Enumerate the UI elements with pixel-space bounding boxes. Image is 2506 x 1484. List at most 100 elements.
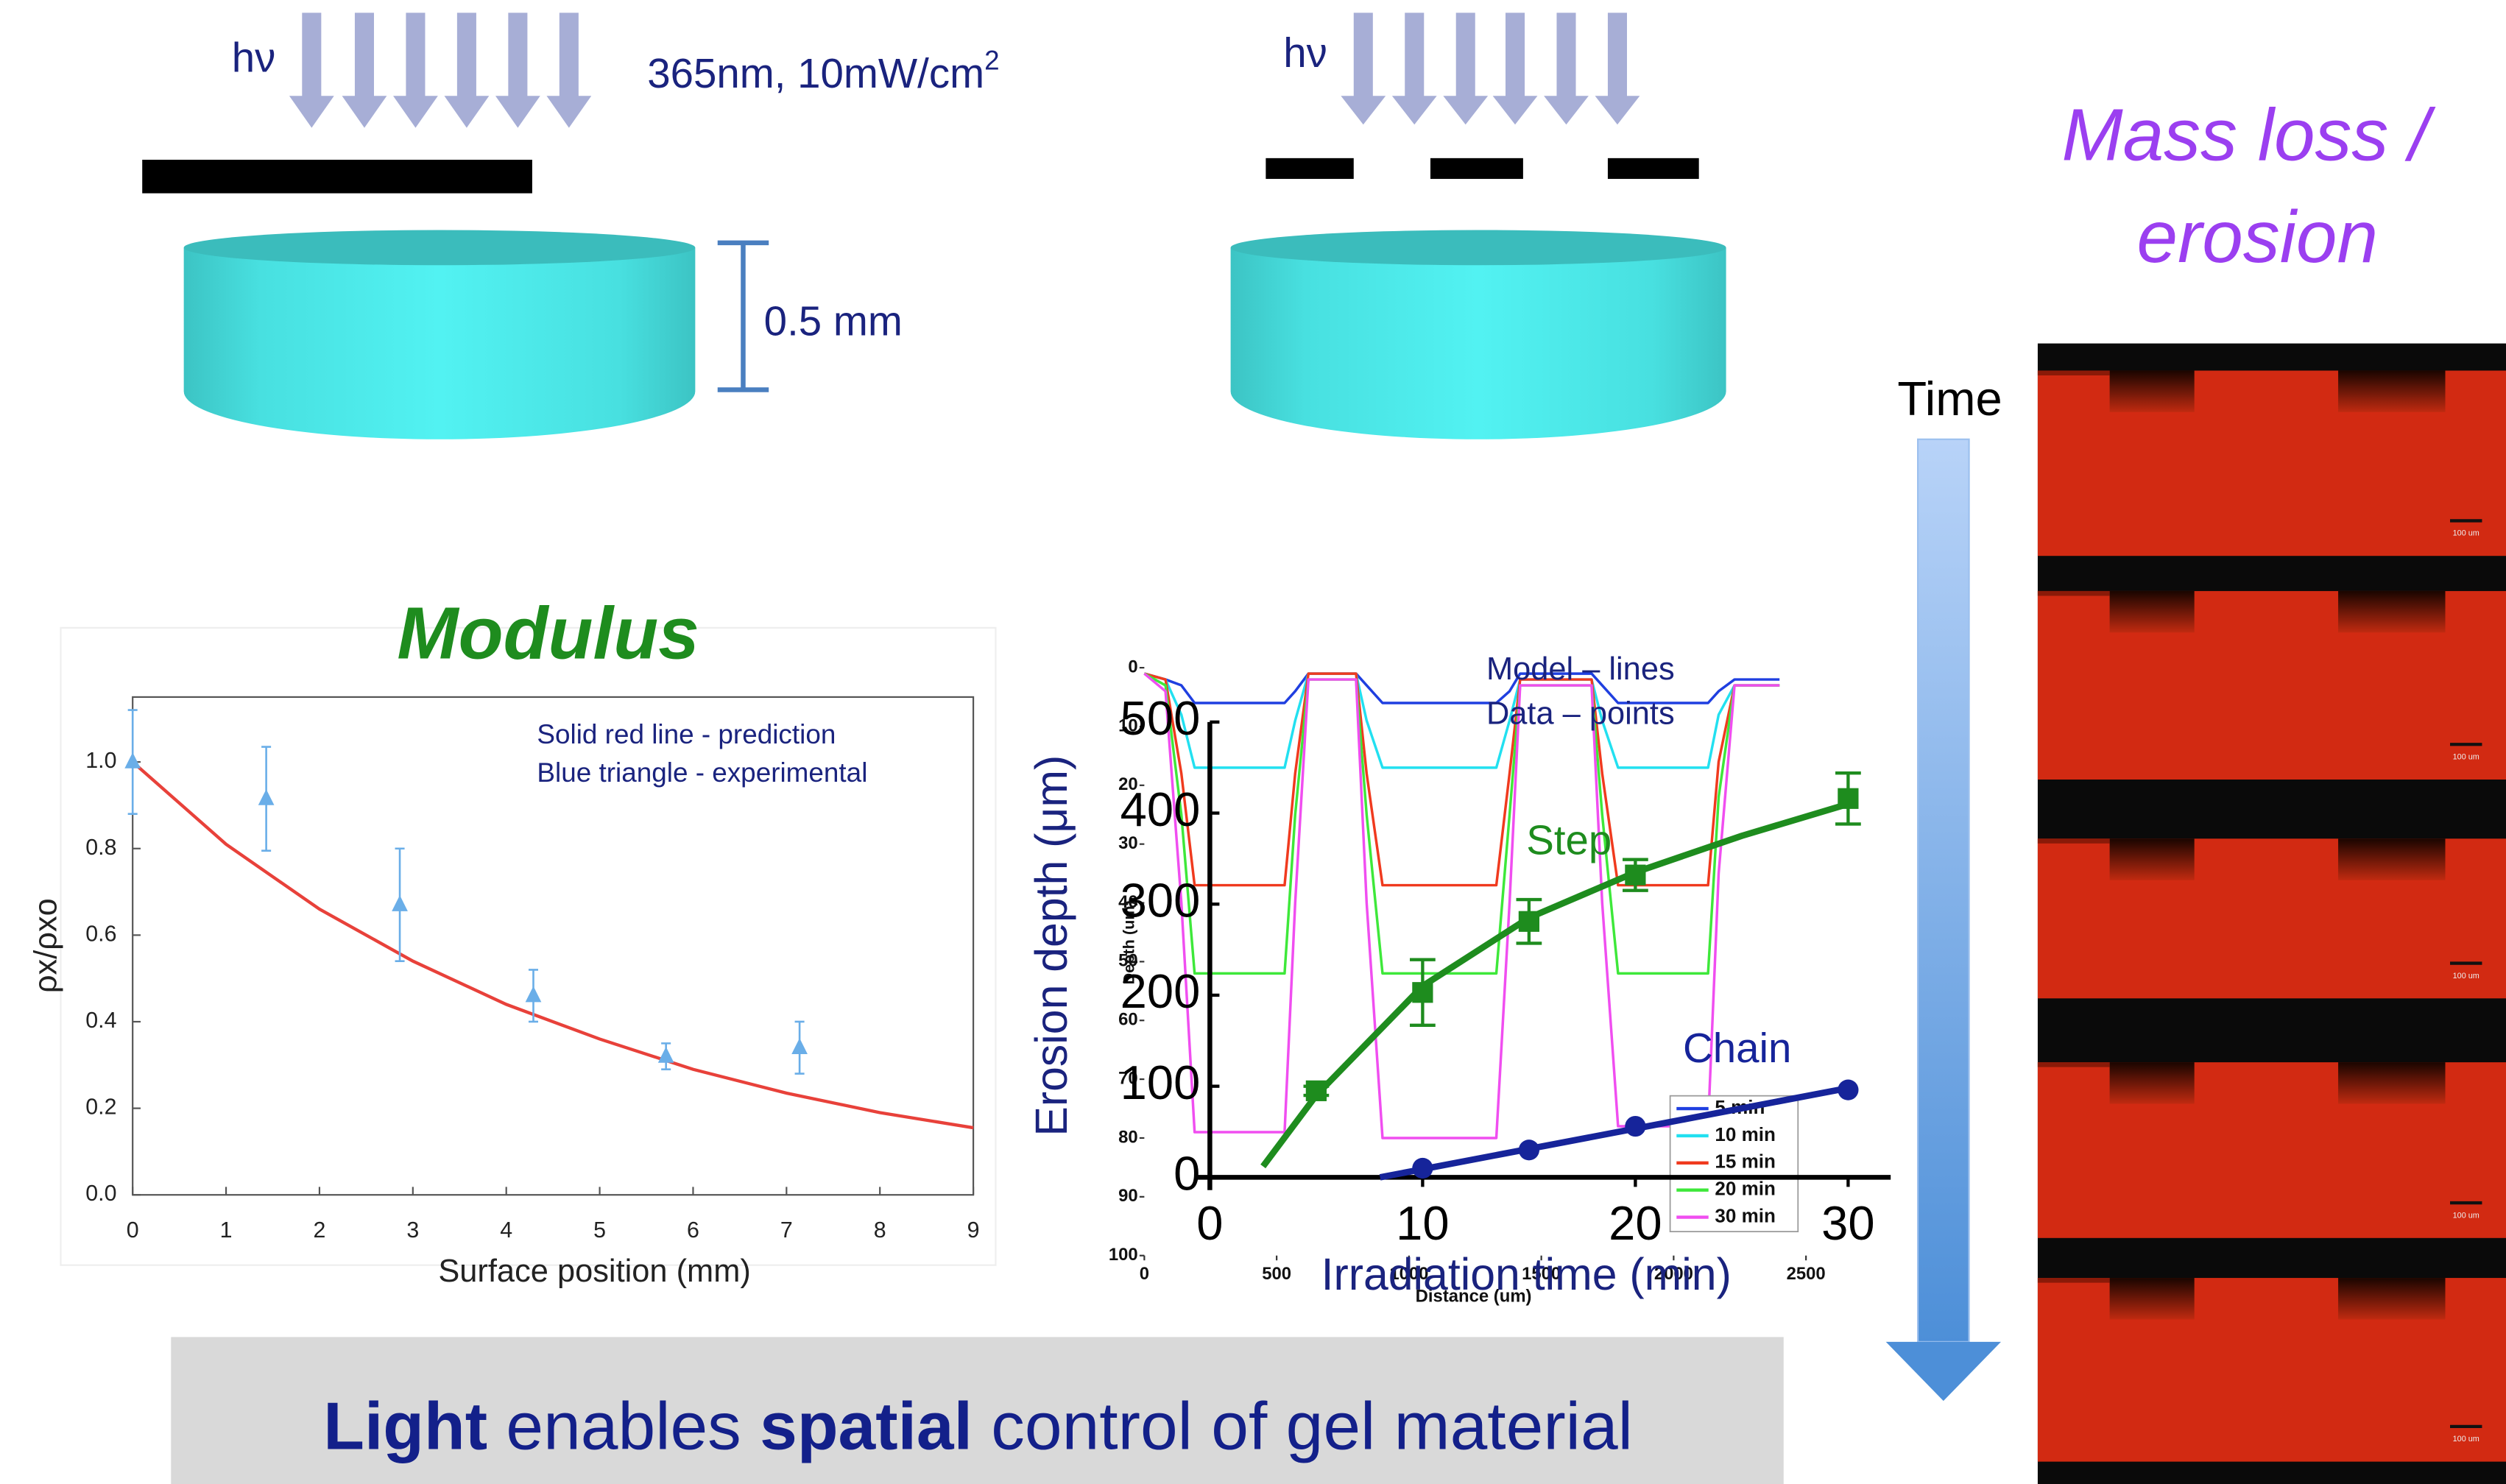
series-label: Step xyxy=(1526,817,1612,863)
x-tick-label: 10 xyxy=(1396,1196,1449,1250)
depth-profile xyxy=(1144,674,1779,768)
legend-label: 10 min xyxy=(1715,1123,1775,1145)
x-tick-label: 3 xyxy=(406,1218,419,1243)
micrograph-notch xyxy=(2110,1062,2195,1103)
y-tick-label: 0.0 xyxy=(85,1181,116,1206)
light-arrows-left xyxy=(289,13,591,127)
data-point xyxy=(1625,1116,1645,1137)
banner-run: Light xyxy=(323,1388,487,1463)
slide: hν 365nm, 10mW/cm2 0.5 mm hν Mass loss /… xyxy=(0,0,2506,1484)
light-label: hν xyxy=(1283,29,1327,76)
series-label: Chain xyxy=(1683,1025,1791,1071)
annotation: Model – lines xyxy=(1486,651,1675,687)
x-tick-label: 0 xyxy=(127,1218,139,1243)
annotation: Solid red line - prediction xyxy=(537,719,836,749)
data-point xyxy=(1412,1158,1433,1179)
micrograph-notch xyxy=(2338,1062,2445,1103)
wavelength-note: 365nm, 10mW/cm2 xyxy=(647,45,999,96)
data-point xyxy=(1306,1081,1327,1101)
erosion-micrographs: 100 um 100 um 100 um 100 um 100 um xyxy=(2038,344,2506,1484)
scale-bar-label: 100 um xyxy=(2453,1211,2479,1220)
data-point xyxy=(1519,1140,1539,1160)
data-point xyxy=(1625,865,1645,886)
micrograph-top xyxy=(2038,1062,2110,1067)
y-tick-label: 500 xyxy=(1120,691,1201,745)
y-axis-label: ρx/ρxo xyxy=(29,898,64,993)
x-tick-label: 7 xyxy=(780,1218,793,1243)
micrograph-notch xyxy=(2338,370,2445,411)
wavelength-text: 365nm, 10mW/cm xyxy=(647,50,984,96)
gel-disc-right xyxy=(1231,230,1726,439)
legend-label: 30 min xyxy=(1715,1204,1775,1226)
x-tick-label: 9 xyxy=(967,1218,980,1243)
y-axis-label: Erosion depth (μm) xyxy=(1026,755,1076,1137)
x-tick-label: 4 xyxy=(500,1218,512,1243)
y-tick-label: 0.8 xyxy=(85,835,116,860)
y-tick-label: 90 xyxy=(1118,1186,1138,1206)
y-tick-label: 80 xyxy=(1118,1127,1138,1147)
micrograph-notch xyxy=(2110,838,2195,880)
scale-bar-label: 100 um xyxy=(2453,529,2479,538)
micrograph-top xyxy=(2038,1278,2110,1283)
thickness-label: 0.5 mm xyxy=(764,297,903,344)
mass-loss-title: erosion xyxy=(2137,197,2378,278)
thickness-bar xyxy=(718,243,769,390)
y-tick-label: 0.2 xyxy=(85,1095,116,1120)
mass-loss-title: Mass loss / xyxy=(2061,94,2436,176)
wavelength-sup: 2 xyxy=(984,45,1000,75)
y-tick-label: 0 xyxy=(1128,657,1137,676)
depth-profile xyxy=(1144,674,1779,703)
time-label: Time xyxy=(1897,372,2002,425)
x-tick-label: 30 xyxy=(1821,1196,1874,1250)
annotation: Blue triangle - experimental xyxy=(537,757,867,788)
micrograph-top xyxy=(2038,591,2110,596)
banner-run: enables xyxy=(487,1388,760,1463)
legend-label: 20 min xyxy=(1715,1178,1775,1200)
x-tick-label: 8 xyxy=(874,1218,886,1243)
photomask xyxy=(142,160,532,194)
banner-run: control of gel material xyxy=(973,1388,1633,1463)
x-tick-label: 500 xyxy=(1262,1264,1291,1284)
annotation: Data – points xyxy=(1486,696,1675,732)
scale-bar-label: 100 um xyxy=(2453,1435,2479,1444)
x-tick-label: 20 xyxy=(1609,1196,1662,1250)
x-axis-label: Irradiation time (min) xyxy=(1321,1249,1732,1299)
micrograph-notch xyxy=(2338,591,2445,632)
striped-photomask xyxy=(1266,158,1698,179)
x-axis-label: Surface position (mm) xyxy=(438,1254,750,1289)
page: { "slide": { "light_label_left": "hν", "… xyxy=(0,0,2506,1484)
time-arrow xyxy=(1886,439,2001,1401)
depth-profile xyxy=(1144,674,1779,973)
micrograph-top xyxy=(2038,838,2110,844)
banner-text: Light enables spatial control of gel mat… xyxy=(323,1388,1633,1463)
banner-run: spatial xyxy=(760,1388,973,1463)
scale-bar-label: 100 um xyxy=(2453,752,2479,761)
micrograph-notch xyxy=(2110,591,2195,632)
micrograph-notch xyxy=(2338,838,2445,880)
y-tick-label: 0 xyxy=(1173,1147,1200,1201)
y-tick-label: 30 xyxy=(1118,833,1138,853)
scale-bar-label: 100 um xyxy=(2453,972,2479,981)
data-point xyxy=(1838,788,1858,809)
micrograph-notch xyxy=(2110,370,2195,411)
light-arrows-right xyxy=(1341,13,1640,124)
micrograph-notch xyxy=(2338,1278,2445,1319)
light-label: hν xyxy=(232,34,276,80)
x-tick-label: 5 xyxy=(593,1218,606,1243)
data-point xyxy=(1838,1079,1858,1100)
y-tick-label: 400 xyxy=(1120,782,1201,836)
micrograph-top xyxy=(2038,370,2110,375)
gel-disc-left xyxy=(184,230,696,439)
x-tick-label: 0 xyxy=(1196,1196,1223,1250)
chart-title: Modulus xyxy=(397,593,699,674)
x-tick-label: 1 xyxy=(220,1218,233,1243)
y-tick-label: 200 xyxy=(1120,964,1201,1018)
y-tick-label: 0.4 xyxy=(85,1008,116,1033)
data-point xyxy=(1519,911,1539,932)
modulus-panel xyxy=(60,628,995,1265)
data-point xyxy=(1412,982,1433,1003)
micrograph-notch xyxy=(2110,1278,2195,1319)
x-tick-label: 2 xyxy=(313,1218,325,1243)
y-tick-label: 300 xyxy=(1120,873,1201,927)
y-tick-label: 1.0 xyxy=(85,748,116,773)
